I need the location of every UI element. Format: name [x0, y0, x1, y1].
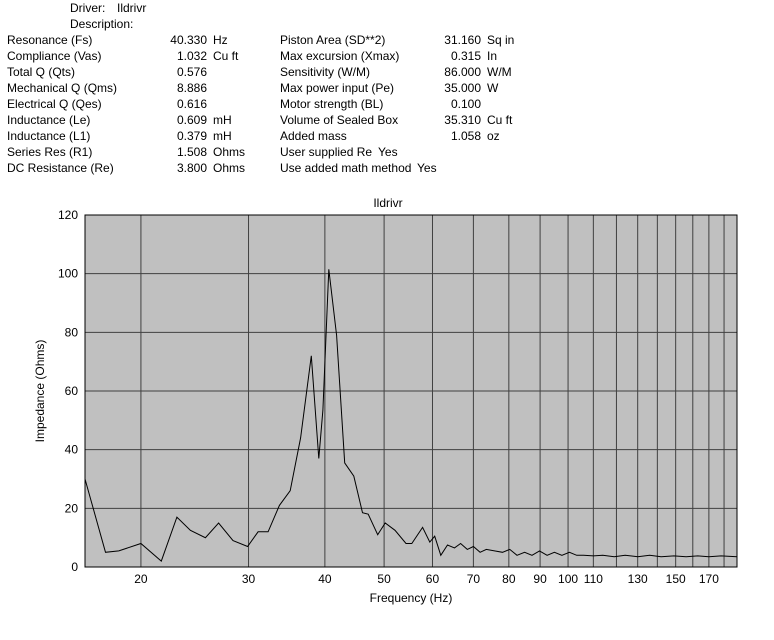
driver-label: Driver:	[70, 1, 106, 15]
x-tick-label: 130	[628, 572, 648, 586]
param-label: Motor strength (BL)	[280, 97, 384, 111]
param-value: 3.800	[176, 161, 207, 175]
param-label: Electrical Q (Qes)	[7, 97, 102, 111]
param-unit: Ohms	[213, 161, 246, 175]
param-value: 0.609	[176, 113, 207, 127]
x-axis-title: Frequency (Hz)	[370, 591, 453, 605]
y-tick-label: 0	[71, 560, 78, 574]
param-unit: W	[487, 81, 499, 95]
x-tick-label: 80	[502, 572, 516, 586]
param-value: 86.000	[444, 65, 481, 79]
param-unit: Sq in	[487, 33, 515, 47]
y-axis-title: Impedance (Ohms)	[33, 340, 47, 443]
param-label: Resonance (Fs)	[7, 33, 93, 47]
param-unit: Hz	[213, 33, 228, 47]
param-label: Inductance (L1)	[7, 129, 91, 143]
flag-label: Use added math method	[280, 161, 412, 175]
param-unit: Cu ft	[213, 49, 239, 63]
param-label: Compliance (Vas)	[7, 49, 102, 63]
param-value: 1.508	[176, 145, 207, 159]
y-tick-label: 20	[65, 501, 79, 515]
x-tick-label: 110	[584, 572, 603, 586]
param-value: 1.058	[450, 129, 481, 143]
param-value: 0.315	[450, 49, 481, 63]
y-tick-label: 60	[65, 384, 79, 398]
param-label: Sensitivity (W/M)	[280, 65, 370, 79]
flag-label: User supplied Re	[280, 145, 373, 159]
param-value: 35.000	[444, 81, 481, 95]
x-tick-label: 60	[426, 572, 440, 586]
param-unit: mH	[213, 129, 232, 143]
param-label: Mechanical Q (Qms)	[7, 81, 118, 95]
x-tick-label: 100	[558, 572, 578, 586]
x-tick-label: 170	[699, 572, 719, 586]
param-value: 0.576	[176, 65, 207, 79]
param-label: Volume of Sealed Box	[280, 113, 399, 127]
param-label: Piston Area (SD**2)	[280, 33, 386, 47]
param-unit: Ohms	[213, 145, 246, 159]
param-unit: oz	[487, 129, 500, 143]
x-tick-label: 40	[318, 572, 332, 586]
x-tick-label: 20	[134, 572, 148, 586]
param-label: Inductance (Le)	[7, 113, 91, 127]
y-tick-label: 100	[58, 267, 78, 281]
description-label: Description:	[70, 17, 134, 31]
param-unit: W/M	[487, 65, 512, 79]
flag-value: Yes	[378, 145, 398, 159]
param-value: 0.100	[450, 97, 481, 111]
param-label: Max power input (Pe)	[280, 81, 395, 95]
x-tick-label: 90	[533, 572, 547, 586]
param-value: 31.160	[444, 33, 481, 47]
param-value: 0.379	[176, 129, 207, 143]
chart-title: Ildrivr	[373, 196, 402, 210]
flag-value: Yes	[417, 161, 437, 175]
driver-name: Ildrivr	[117, 1, 147, 15]
param-value: 0.616	[176, 97, 207, 111]
param-label: Added mass	[280, 129, 347, 143]
x-tick-label: 70	[467, 572, 481, 586]
param-unit: mH	[213, 113, 232, 127]
param-label: DC Resistance (Re)	[7, 161, 114, 175]
param-unit: In	[487, 49, 498, 63]
param-label: Total Q (Qts)	[7, 65, 76, 79]
param-label: Series Res (R1)	[7, 145, 93, 159]
y-tick-label: 40	[65, 443, 79, 457]
param-label: Max excursion (Xmax)	[280, 49, 400, 63]
impedance-line	[84, 269, 738, 562]
x-tick-label: 150	[666, 572, 686, 586]
param-value: 35.310	[444, 113, 481, 127]
param-value: 40.330	[170, 33, 207, 47]
x-tick-label: 30	[242, 572, 256, 586]
y-tick-label: 80	[65, 325, 79, 339]
y-tick-label: 120	[58, 208, 78, 222]
param-value: 1.032	[176, 49, 207, 63]
param-value: 8.886	[176, 81, 207, 95]
plot-border	[84, 214, 738, 568]
x-tick-label: 50	[377, 572, 391, 586]
param-unit: Cu ft	[487, 113, 513, 127]
